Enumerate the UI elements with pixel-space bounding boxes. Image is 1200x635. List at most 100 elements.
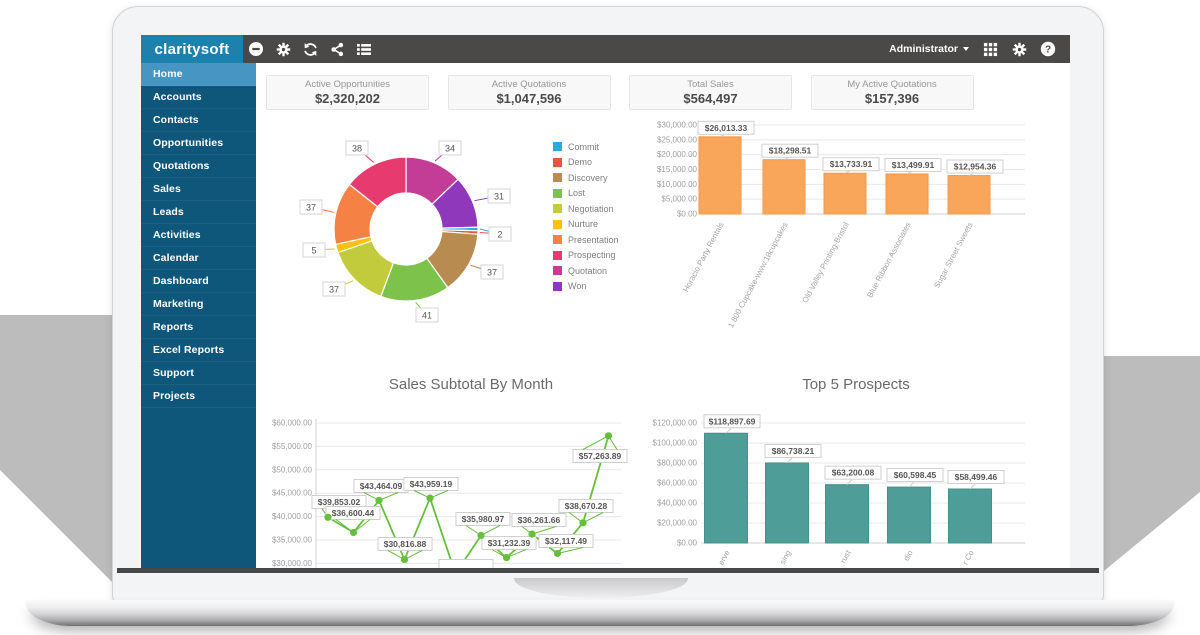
legend-item-commit[interactable]: Commit (553, 139, 619, 155)
sidebar-item-activities[interactable]: Activities (141, 224, 256, 247)
share-icon[interactable] (329, 41, 345, 57)
y-tick-label: $40,000.00 (657, 499, 698, 508)
top-navigation-bar: claritysoft (141, 35, 1070, 63)
legend-item-discovery[interactable]: Discovery (553, 170, 619, 186)
svg-text:$43,464.09: $43,464.09 (360, 481, 403, 491)
legend-item-prospecting[interactable]: Prospecting (553, 248, 619, 264)
bar-4[interactable] (948, 488, 992, 544)
data-point-2[interactable] (375, 496, 383, 504)
data-point-11[interactable] (604, 432, 613, 440)
svg-text:$35,980.97: $35,980.97 (462, 514, 505, 524)
app-window: claritysoft (141, 35, 1070, 568)
svg-text:$86,738.21: $86,738.21 (772, 446, 815, 456)
x-label: Old Valley Printing-Bristol (801, 221, 851, 305)
sidebar-item-opportunities[interactable]: Opportunities (141, 132, 256, 155)
value-label-leader (846, 478, 854, 486)
value-label: $43,464.09 (353, 479, 409, 493)
value-label-leader (725, 426, 733, 434)
data-point-6[interactable] (477, 531, 485, 540)
donut-callout-label: 31 (487, 188, 511, 204)
bar-0[interactable] (698, 136, 742, 215)
svg-text:38: 38 (352, 144, 362, 154)
sidebar-item-marketing[interactable]: Marketing (141, 293, 256, 316)
bar-2[interactable] (823, 172, 867, 215)
kpi-card-active-opportunities[interactable]: Active Opportunities $2,320,202 (266, 75, 429, 110)
sidebar-item-excel-reports[interactable]: Excel Reports (141, 339, 256, 362)
bar-1[interactable] (762, 159, 806, 215)
value-label: $63,200.08 (824, 465, 882, 480)
legend-item-demo[interactable]: Demo (553, 155, 619, 171)
data-point-8[interactable] (528, 530, 536, 538)
legend-item-negotiation[interactable]: Negotiation (553, 201, 619, 217)
kpi-value: $2,320,202 (314, 91, 381, 106)
kpi-card-active-quotations[interactable]: Active Quotations $1,047,596 (447, 75, 611, 110)
sidebar-item-leads[interactable]: Leads (141, 201, 256, 224)
legend-item-presentation[interactable]: Presentation (553, 232, 619, 248)
donut-slice-prospecting[interactable] (348, 156, 407, 208)
bar-2[interactable] (825, 484, 869, 544)
donut-callout-label: 37 (322, 281, 346, 297)
settings-gear-icon[interactable] (1011, 41, 1027, 57)
donut-callout-label: 37 (480, 264, 504, 280)
user-menu[interactable]: Administrator (889, 43, 969, 55)
data-point-0[interactable] (324, 513, 332, 521)
sidebar-item-accounts[interactable]: Accounts (141, 86, 256, 109)
sidebar-item-quotations[interactable]: Quotations (141, 155, 256, 178)
gear-icon[interactable] (275, 41, 291, 57)
sidebar-item-reports[interactable]: Reports (141, 316, 256, 339)
sidebar-item-dashboard[interactable]: Dashboard (141, 270, 256, 293)
x-label: Blue Ribbon Associates (865, 221, 912, 299)
legend-item-lost[interactable]: Lost (553, 186, 619, 202)
kpi-label: My Active Quotations (847, 79, 937, 90)
sidebar-item-sales[interactable]: Sales (141, 178, 256, 201)
data-point-7[interactable] (502, 554, 511, 562)
value-label: $36,600.44 (325, 506, 381, 520)
value-label: $12,954.36 (946, 159, 1004, 174)
legend-item-nurture[interactable]: Nurture (553, 217, 619, 233)
bar-1[interactable] (765, 462, 809, 544)
apps-grid-icon[interactable] (982, 41, 998, 57)
svg-text:37: 37 (306, 203, 316, 213)
donut-legend: Commit Demo Discovery Lost Negotiation Nurtur… (553, 139, 619, 294)
value-label: $43,959.19 (403, 477, 459, 491)
data-point-1[interactable] (349, 528, 358, 537)
collapse-circle-icon[interactable] (248, 41, 264, 57)
data-point-10[interactable] (579, 519, 587, 527)
kpi-value: $157,396 (864, 91, 920, 106)
help-icon[interactable]: ? (1040, 41, 1056, 57)
sidebar-item-contacts[interactable]: Contacts (141, 109, 256, 132)
y-tick-label: $55,000.00 (272, 442, 313, 451)
svg-text:$26,013.33: $26,013.33 (705, 123, 748, 133)
bar-0[interactable] (704, 432, 748, 544)
legend-swatch (553, 281, 562, 291)
donut-callout-label: 34 (438, 140, 462, 156)
bar-3[interactable] (885, 173, 929, 215)
svg-text:$31,232.39: $31,232.39 (488, 538, 531, 548)
bar-4[interactable] (947, 175, 991, 215)
sidebar-item-support[interactable]: Support (141, 362, 256, 385)
y-tick-label: $80,000.00 (657, 459, 698, 468)
legend-label: Demo (568, 157, 593, 168)
svg-text:$63,200.08: $63,200.08 (832, 468, 875, 478)
value-label: $86,738.21 (764, 443, 822, 458)
svg-text:$39,853.02: $39,853.02 (318, 497, 361, 507)
bar-3[interactable] (887, 486, 931, 544)
legend-item-quotation[interactable]: Quotation (553, 263, 619, 279)
sidebar-item-calendar[interactable]: Calendar (141, 247, 256, 270)
kpi-card-my-active-quotations[interactable]: My Active Quotations $157,396 (810, 75, 974, 110)
kpi-card-total-sales[interactable]: Total Sales $564,497 (629, 75, 792, 110)
sidebar-item-projects[interactable]: Projects (141, 385, 256, 408)
refresh-icon[interactable] (302, 41, 318, 57)
list-icon[interactable] (356, 41, 372, 57)
data-point-9[interactable] (553, 549, 562, 558)
y-tick-label: $0.00 (677, 209, 698, 218)
legend-swatch (553, 204, 562, 214)
x-label: rust (839, 548, 854, 565)
data-point-4[interactable] (426, 494, 434, 502)
value-label: $57,263.89 (572, 449, 628, 463)
sidebar-item-home[interactable]: Home (141, 63, 256, 86)
svg-text:$12,954.36: $12,954.36 (954, 162, 997, 172)
legend-item-won[interactable]: Won (553, 279, 619, 295)
data-point-3[interactable] (400, 555, 409, 564)
x-label: Sugar Street Sweets (932, 221, 974, 290)
